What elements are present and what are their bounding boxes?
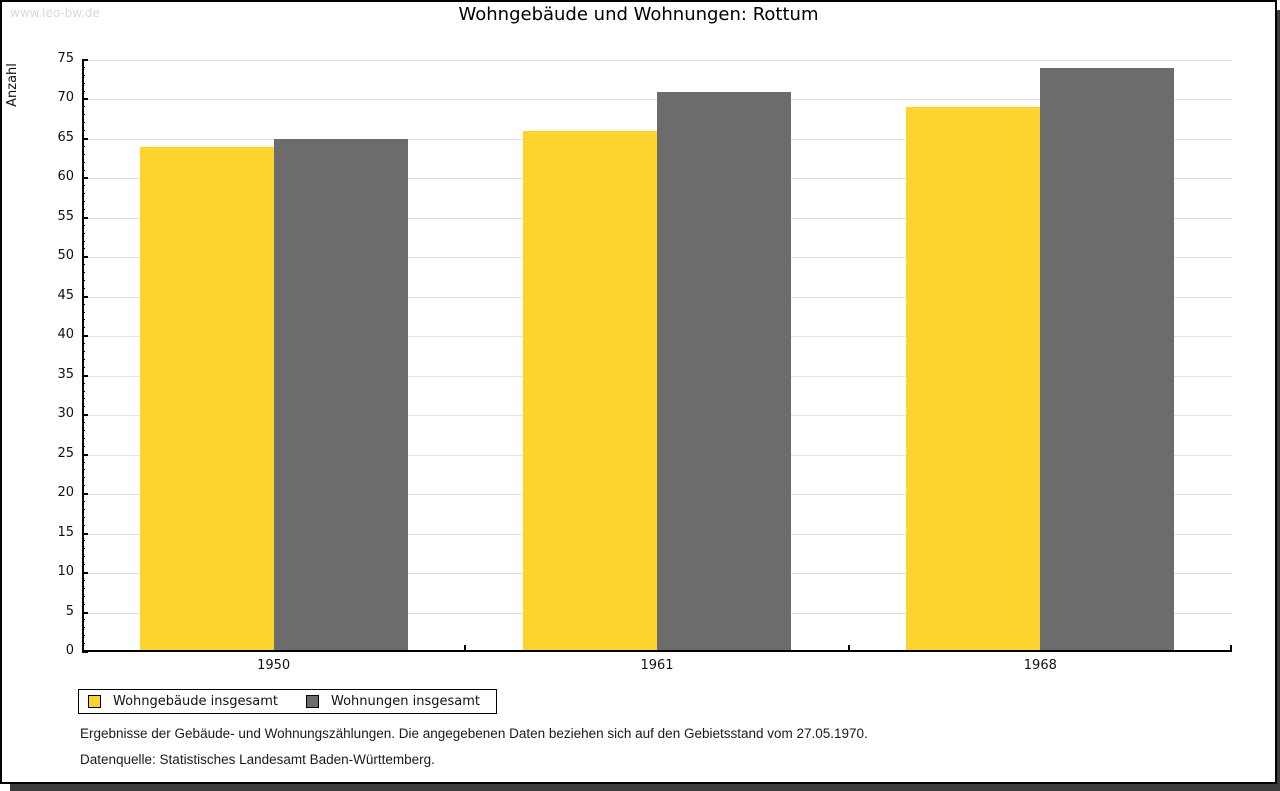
- y-major-tick: [82, 335, 88, 338]
- legend-label-wohngebaeude: Wohngebäude insgesamt: [113, 694, 278, 709]
- x-tick-label: 1950: [257, 658, 291, 673]
- y-major-tick: [82, 572, 88, 575]
- bar-wohngebaeude-1968: [906, 107, 1041, 652]
- y-tick-label: 10: [57, 564, 74, 580]
- plot-area: 0 5 10 15 20 25 30 35 40 45 50 55 60 65 70 75 1950 1961 19…: [57, 51, 1232, 673]
- y-major-tick: [82, 532, 88, 535]
- y-major-tick: [82, 651, 88, 653]
- x-group-tick: [464, 645, 467, 652]
- y-tick-label: 30: [57, 406, 74, 422]
- wohnungen-legend-swatch-icon: [306, 695, 319, 708]
- bar-wohnungen-1961: [657, 91, 791, 652]
- watermark: www.leo-bw.de: [10, 6, 100, 20]
- y-tick-label: 70: [57, 90, 74, 106]
- y-major-tick: [82, 374, 88, 377]
- y-tick-label: 45: [57, 287, 74, 303]
- y-tick-label: 75: [57, 51, 74, 66]
- wohngebaeude-legend-swatch-icon: [88, 695, 101, 708]
- y-major-tick: [82, 216, 88, 219]
- y-tick-label: 60: [57, 169, 74, 185]
- bar-wohngebaeude-1950: [139, 146, 274, 652]
- legend: Wohngebäude insgesamt Wohnungen insgesam…: [78, 689, 497, 714]
- y-tick-label: 55: [57, 208, 74, 224]
- y-gridline: [82, 60, 1232, 61]
- bar-wohnungen-1968: [1040, 67, 1175, 652]
- legend-item-wohnungen: Wohnungen insgesamt: [306, 694, 480, 709]
- y-major-tick: [82, 256, 88, 259]
- y-tick-label: 35: [57, 366, 74, 382]
- bar-wohngebaeude-1961: [523, 131, 657, 652]
- x-axis-line: [82, 650, 1232, 652]
- y-major-tick: [82, 98, 88, 101]
- y-major-tick: [82, 493, 88, 496]
- y-tick-label: 20: [57, 485, 74, 501]
- page-shadow-right: [1277, 10, 1280, 784]
- page-shadow-bottom: [10, 784, 1280, 791]
- page-title: Wohngebäude und Wohnungen: Rottum: [458, 4, 819, 25]
- y-axis-line: [82, 60, 84, 652]
- y-tick-label: 40: [57, 327, 74, 343]
- footnote-source-note: Ergebnisse der Gebäude- und Wohnungszähl…: [80, 726, 868, 741]
- footnote-data-source: Datenquelle: Statistisches Landesamt Bad…: [80, 752, 435, 767]
- x-tick-label: 1961: [640, 658, 674, 673]
- y-axis-label: Anzahl: [5, 63, 20, 107]
- y-tick-label: 5: [65, 603, 74, 619]
- y-major-tick: [82, 137, 88, 140]
- x-tick-label: 1968: [1023, 658, 1057, 673]
- y-tick-label: 15: [57, 524, 74, 540]
- y-major-tick: [82, 177, 88, 180]
- y-major-tick: [82, 453, 88, 456]
- y-tick-label: 50: [57, 248, 74, 264]
- x-end-tick: [1230, 645, 1232, 652]
- bar-wohnungen-1950: [273, 138, 408, 652]
- y-major-tick: [82, 611, 88, 614]
- legend-item-wohngebaeude: Wohngebäude insgesamt: [88, 694, 278, 709]
- y-major-tick: [82, 59, 88, 61]
- y-tick-label: 0: [65, 643, 74, 658]
- y-tick-label: 25: [57, 445, 74, 461]
- y-major-tick: [82, 295, 88, 298]
- y-major-tick: [82, 414, 88, 417]
- y-tick-label: 65: [57, 129, 74, 145]
- legend-label-wohnungen: Wohnungen insgesamt: [331, 694, 480, 709]
- x-group-tick: [847, 645, 850, 652]
